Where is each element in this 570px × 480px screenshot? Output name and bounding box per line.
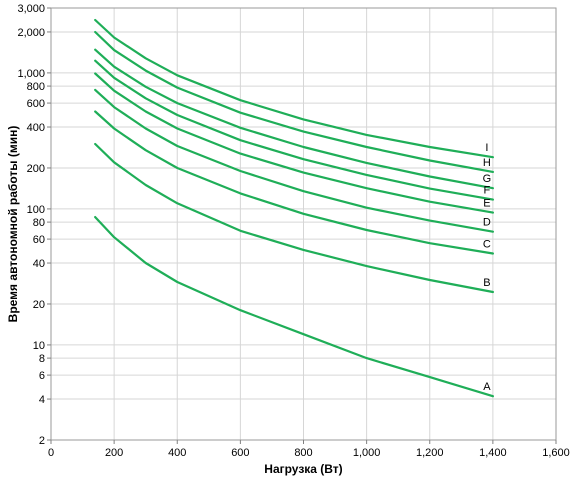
series-line-b	[94, 142, 494, 294]
y-tick-label: 10	[33, 340, 45, 352]
series-label-f: F	[484, 185, 491, 197]
y-tick-label: 800	[27, 81, 45, 93]
series-line-i	[94, 18, 494, 159]
x-tick-label: 200	[105, 447, 123, 459]
x-axis-ticks: 0 200 400 600 800 1,000 1,200 1,400 1,600	[48, 440, 570, 459]
series-line-e	[94, 72, 494, 214]
y-tick-label: 20	[33, 299, 45, 311]
x-tick-label: 1,400	[479, 447, 507, 459]
series-line-g	[94, 48, 494, 190]
x-tick-label: 600	[231, 447, 249, 459]
y-tick-label: 1,000	[17, 68, 45, 80]
series-line-d	[94, 88, 494, 233]
series-line-c	[94, 110, 494, 255]
series-line-a	[94, 216, 494, 398]
series-label-b: B	[483, 277, 490, 289]
x-tick-label: 1,600	[542, 447, 570, 459]
series-label-i: I	[485, 142, 488, 154]
y-tick-label: 8	[39, 353, 45, 365]
y-tick-label: 3,000	[17, 3, 45, 15]
y-axis-title: Время автономной работы (мин)	[6, 126, 20, 323]
grid-lines	[50, 7, 557, 441]
y-tick-label: 2,000	[17, 27, 45, 39]
y-tick-label: 100	[27, 204, 45, 216]
series-label-e: E	[483, 198, 490, 210]
y-tick-label: 6	[39, 370, 45, 382]
series-lines	[94, 18, 494, 398]
y-tick-label: 400	[27, 122, 45, 134]
series-label-d: D	[483, 217, 491, 229]
series-label-c: C	[483, 239, 491, 251]
x-tick-label: 800	[294, 447, 312, 459]
y-tick-label: 40	[33, 258, 45, 270]
y-tick-label: 200	[27, 163, 45, 175]
series-line-h	[94, 30, 494, 173]
x-tick-label: 400	[168, 447, 186, 459]
x-axis-title: Нагрузка (Вт)	[264, 462, 342, 476]
x-tick-label: 0	[48, 447, 54, 459]
y-tick-label: 4	[39, 394, 45, 406]
x-tick-label: 1,200	[416, 447, 444, 459]
y-tick-label: 600	[27, 98, 45, 110]
series-line-f	[94, 59, 494, 201]
series-label-a: A	[483, 381, 491, 393]
x-tick-label: 1,000	[353, 447, 381, 459]
y-tick-label: 2	[39, 435, 45, 447]
series-label-g: G	[483, 173, 492, 185]
series-label-h: H	[483, 157, 491, 169]
y-tick-label: 60	[33, 234, 45, 246]
y-tick-label: 80	[33, 217, 45, 229]
